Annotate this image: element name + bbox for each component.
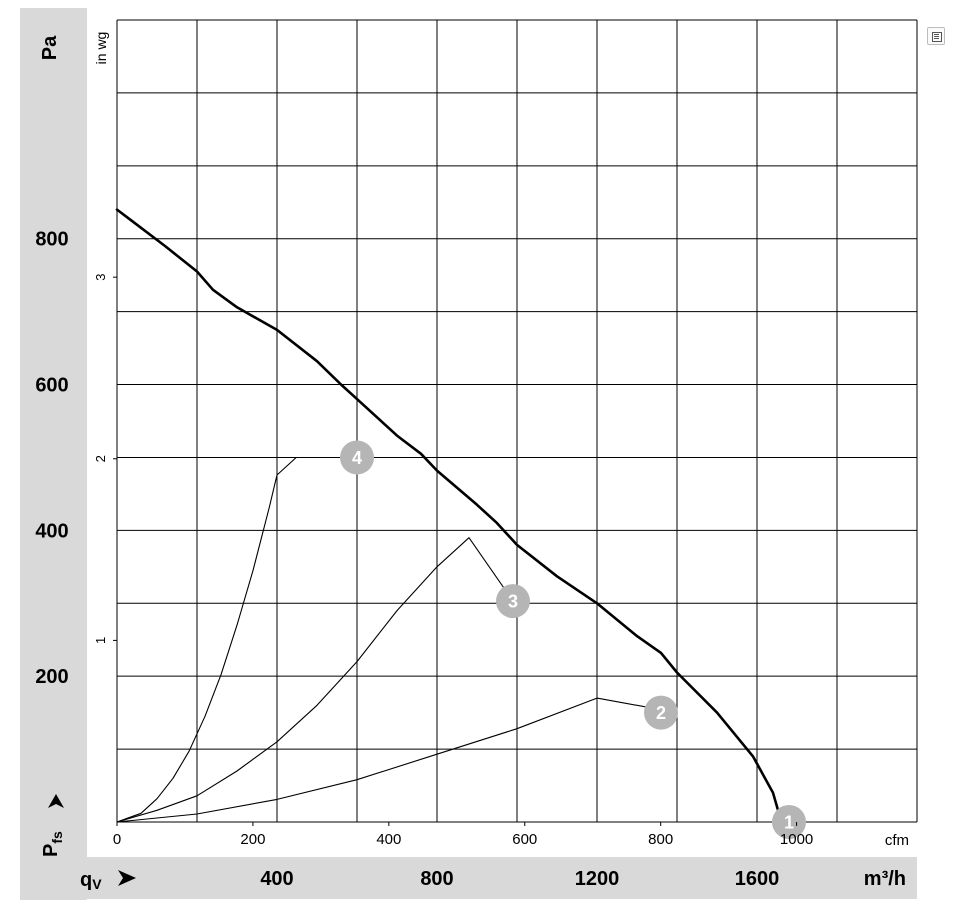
pa-tick-label: 800	[35, 229, 68, 251]
cfm-tick-label: 400	[376, 831, 401, 848]
x-axis-symbol-sub: V	[92, 876, 102, 892]
pa-tick-label: 600	[35, 375, 68, 397]
operating-point-label: 1	[784, 813, 794, 833]
operating-point-marker	[496, 584, 530, 619]
cfm-tick-labels: 0 200 400 600 800 1000	[113, 822, 813, 848]
cfm-tick-label: 600	[512, 831, 537, 848]
system-curve-line	[116, 456, 297, 823]
bottom-axis-band	[20, 857, 917, 899]
cfm-tick-label: 800	[648, 831, 673, 848]
cfm-tick-label: 200	[240, 831, 265, 848]
inwg-tick-label: 1	[93, 637, 108, 644]
y-axis-symbol-main: P	[40, 844, 62, 857]
y-axis-symbol-sub: fs	[49, 831, 65, 844]
operating-point-label: 2	[656, 703, 666, 723]
operating-point-label: 4	[352, 448, 362, 468]
y-unit-inwg: in wg	[93, 32, 109, 65]
curves	[115, 208, 783, 823]
m3h-tick-label: 1200	[575, 868, 620, 890]
operating-point-marker	[340, 440, 374, 475]
cfm-tick-label: 0	[113, 831, 121, 848]
y-unit-pa: Pa	[39, 35, 61, 60]
y-axis-symbol: Pfs	[40, 794, 65, 857]
pa-tick-label: 400	[35, 520, 68, 542]
operating-point-marker	[644, 695, 678, 730]
operating-point-label: 3	[508, 592, 518, 612]
system-curve-line	[116, 537, 514, 823]
inwg-tick-labels: 1 2 3	[93, 274, 117, 644]
operating-point-marker	[772, 805, 806, 839]
cfm-tick-label: 1000	[780, 831, 813, 848]
m3h-tick-label: 800	[420, 868, 453, 890]
inwg-tick-label: 3	[93, 274, 108, 281]
x-axis-arrow-icon	[118, 870, 136, 886]
m3h-tick-label: 1600	[735, 868, 780, 890]
x-axis-symbol: qV	[80, 869, 102, 892]
left-axis-band	[20, 8, 87, 900]
system-curve-line	[116, 697, 678, 823]
m3h-tick-label: 400	[260, 868, 293, 890]
svg-text:Pfs: Pfs	[40, 831, 65, 857]
x-axis-symbol-main: q	[80, 869, 92, 891]
chart-options-icon[interactable]	[927, 27, 945, 45]
fan-curve-line	[115, 208, 783, 822]
x-unit-m3h: m³/h	[864, 868, 906, 890]
inwg-tick-label: 2	[93, 455, 108, 462]
pa-tick-labels: 200 400 600 800	[35, 229, 68, 688]
y-axis-arrow-icon	[48, 794, 64, 808]
x-unit-cfm: cfm	[885, 832, 909, 849]
pa-tick-label: 200	[35, 666, 68, 688]
operating-points: 1 2 3 4	[340, 440, 806, 839]
m3h-tick-labels: 400 800 1200 1600	[260, 868, 779, 890]
